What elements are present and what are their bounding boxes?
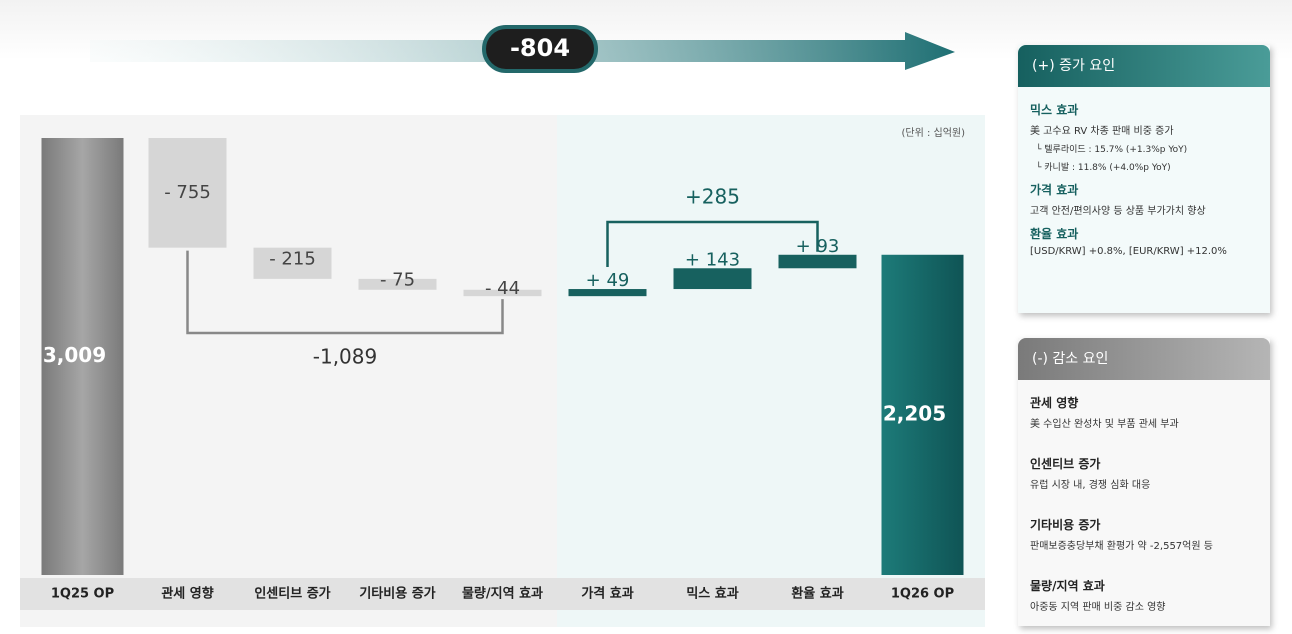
category-label: 인센티브 증가 — [254, 586, 330, 602]
panel-title: (-) 감소 요인 — [1018, 338, 1270, 380]
chart: -804 (단위 : 십억원) 3,009 1Q25 OP - 755 관세 영향 - … — [20, 25, 985, 627]
category-label: 환율 효과 — [791, 586, 843, 602]
unit-label: (단위 : 십억원) — [901, 126, 965, 139]
total-change-pill — [482, 25, 598, 73]
decrease-sum: -1,089 — [313, 345, 377, 369]
item-line: 고객 안전/편의사양 등 상품 부가가치 향상 — [1030, 206, 1206, 217]
category-label: 1Q25 OP — [51, 587, 114, 602]
panel-title: (+) 증가 요인 — [1018, 45, 1270, 87]
value-label: 2,205 — [883, 401, 946, 425]
value-label: 3,009 — [43, 343, 106, 367]
value-label: - 755 — [164, 182, 211, 203]
value-label: - 215 — [269, 248, 316, 269]
value-label: + 49 — [586, 270, 630, 291]
item-line: └ 카니발 : 11.8% (+4.0%p YoY) — [1036, 163, 1171, 173]
decrease-bar — [148, 138, 227, 248]
item-heading: 기타비용 증가 — [1030, 518, 1101, 532]
decrease-bar — [358, 278, 437, 290]
item-line: 유럽 시장 내, 경쟁 심화 대응 — [1030, 480, 1151, 491]
start-bar — [41, 138, 124, 575]
panel-body: 믹스 효과 美 고수요 RV 차종 판매 비중 증가 └ 텔루라이드 : 15.7%… — [1018, 87, 1270, 268]
increase-sum: +285 — [685, 185, 740, 209]
value-label: + 143 — [685, 249, 740, 270]
category-label: 1Q26 OP — [891, 587, 954, 602]
category-strip — [20, 578, 985, 610]
item-line: 판매보증충당부채 환평가 약 -2,557억원 등 — [1030, 541, 1213, 552]
item-heading: 믹스 효과 — [1030, 103, 1079, 117]
total-change: -804 — [510, 34, 570, 62]
item-line: [USD/KRW] +0.8%, [EUR/KRW] +12.0% — [1030, 246, 1227, 257]
decrease-bracket — [186, 250, 504, 335]
value-label: - 75 — [380, 269, 415, 290]
category-label: 믹스 효과 — [686, 587, 738, 602]
item-heading: 관세 영향 — [1030, 396, 1079, 410]
item-heading: 환율 효과 — [1030, 227, 1079, 241]
item-line: 아중동 지역 판매 비중 감소 영향 — [1030, 602, 1166, 613]
item-heading: 물량/지역 효과 — [1030, 579, 1105, 593]
increase-bar — [673, 268, 752, 290]
end-bar — [881, 254, 964, 576]
decrease-bar — [463, 289, 542, 297]
increase-panel: (+) 증가 요인 믹스 효과 美 고수요 RV 차종 판매 비중 증가 └ 텔루라… — [1018, 45, 1270, 313]
category-label: 물량/지역 효과 — [462, 586, 543, 602]
category-label: 관세 영향 — [161, 586, 213, 602]
item-line: └ 텔루라이드 : 15.7% (+1.3%p YoY) — [1036, 145, 1188, 155]
increase-bar — [568, 289, 647, 297]
decrease-bar — [253, 247, 332, 279]
increase-bracket — [606, 220, 819, 268]
item-line: 美 고수요 RV 차종 판매 비중 증가 — [1030, 126, 1174, 137]
category-label: 가격 효과 — [581, 587, 633, 602]
value-label: - 44 — [485, 278, 520, 299]
item-heading: 인센티브 증가 — [1030, 457, 1101, 471]
item-line: 美 수입산 완성차 및 부품 관세 부과 — [1030, 419, 1179, 430]
item-heading: 가격 효과 — [1030, 183, 1079, 197]
category-label: 기타비용 증가 — [359, 586, 435, 602]
increase-bar — [778, 254, 857, 269]
